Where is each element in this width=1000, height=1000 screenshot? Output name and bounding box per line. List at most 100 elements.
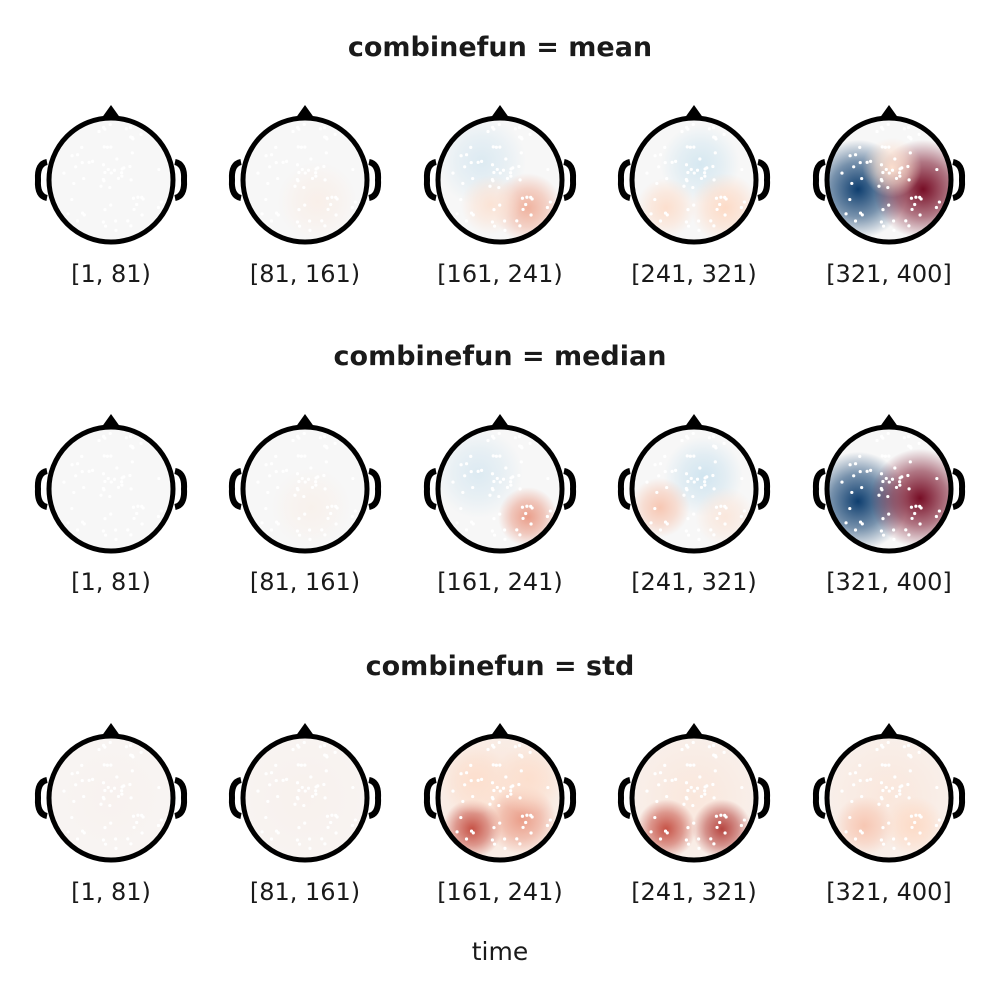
electrode-marker <box>893 157 897 161</box>
electrode-marker <box>130 769 134 773</box>
electrode-marker <box>308 846 312 850</box>
electrode-marker <box>913 511 917 516</box>
electrode-marker <box>132 207 136 212</box>
electrode-marker <box>351 167 355 172</box>
electrode-marker <box>274 469 278 474</box>
electrode-marker <box>256 789 260 793</box>
electrode-marker <box>112 477 117 481</box>
electrode-marker <box>320 528 324 532</box>
electrode-marker <box>299 763 303 767</box>
electrode-marker <box>480 468 484 473</box>
electrode-marker <box>840 480 844 484</box>
right-ear-shape <box>757 777 771 819</box>
electrode-marker <box>692 821 696 825</box>
electrode-marker <box>464 528 469 532</box>
electrode-marker <box>353 200 357 204</box>
electrode-marker <box>712 178 716 182</box>
electrode-marker <box>97 129 101 134</box>
electrode-marker <box>909 137 913 141</box>
electrode-marker <box>934 514 939 519</box>
electrode-marker <box>511 475 515 479</box>
electrode-marker <box>101 795 105 800</box>
electrode-marker <box>492 826 496 830</box>
time-bin-label: [81, 161) <box>250 260 360 288</box>
electrode-marker <box>853 462 858 466</box>
electrode-marker <box>498 821 502 825</box>
left-ear-shape <box>423 159 437 201</box>
head-outline <box>824 115 954 245</box>
electrode-marker <box>469 145 473 149</box>
electrode-marker <box>840 171 844 175</box>
electrode-marker <box>858 145 862 149</box>
electrode-marker <box>334 522 338 526</box>
electrode-marker <box>299 145 303 149</box>
electrode-marker <box>490 529 495 533</box>
electrode-marker <box>515 219 519 223</box>
electrode-marker <box>692 763 696 767</box>
electrode-marker <box>695 168 700 172</box>
nose-shape <box>684 414 704 428</box>
electrode-marker <box>129 753 133 757</box>
electrode-marker <box>157 476 161 481</box>
electrode-marker <box>82 176 86 181</box>
electrode-marker <box>853 528 858 532</box>
electrode-marker <box>129 444 133 448</box>
electrode-marker <box>712 135 716 139</box>
electrode-marker <box>898 483 902 487</box>
electrode-marker <box>109 145 113 149</box>
electrode-marker <box>684 486 688 491</box>
electrode-marker <box>115 157 119 161</box>
left-ear-shape <box>34 777 48 819</box>
electrode-marker <box>881 479 885 484</box>
electrode-marker <box>135 511 139 516</box>
electrode-marker <box>97 747 101 752</box>
electrode-marker <box>129 135 133 139</box>
electrode-marker <box>99 184 103 188</box>
electrode-marker <box>908 769 912 773</box>
electrode-marker <box>505 794 510 799</box>
electrode-marker <box>464 771 469 775</box>
electrode-marker <box>711 743 716 748</box>
time-bin-label: [161, 241) <box>437 260 563 288</box>
electrode-marker <box>103 479 107 484</box>
head-outline <box>435 733 565 863</box>
nose-shape <box>684 105 704 119</box>
electrode-marker <box>455 830 459 834</box>
electrode-marker <box>900 166 904 170</box>
electrode-marker <box>303 821 307 825</box>
electrode-marker <box>883 145 887 149</box>
right-ear-shape <box>952 468 966 510</box>
electrode-marker <box>101 838 106 842</box>
electrode-marker <box>858 469 862 474</box>
right-ear-shape <box>563 468 577 510</box>
electrode-marker <box>699 176 704 181</box>
left-ear-shape <box>228 159 242 201</box>
nose-shape <box>490 723 510 737</box>
left-ear-shape <box>228 468 242 510</box>
electrode-marker <box>524 511 528 516</box>
electrode-marker <box>684 529 689 533</box>
electrode-marker <box>140 522 144 526</box>
electrode-marker <box>663 763 667 767</box>
electrode-marker <box>658 153 663 157</box>
electrode-marker <box>692 789 696 793</box>
electrode-marker <box>501 168 506 172</box>
electrode-marker <box>918 504 922 508</box>
electrode-marker <box>692 480 696 484</box>
electrode-marker <box>131 446 135 450</box>
electrode-marker <box>128 164 132 169</box>
electrode-marker <box>300 167 304 172</box>
electrode-marker <box>890 477 895 481</box>
electrode-marker <box>909 196 914 200</box>
electrode-marker <box>291 129 295 134</box>
nose-shape <box>879 414 899 428</box>
electrode-marker <box>860 176 864 181</box>
electrode-marker <box>517 434 522 439</box>
electrode-marker <box>70 815 74 820</box>
electrode-marker <box>303 789 307 793</box>
electrode-marker <box>329 820 333 825</box>
electrode-marker <box>101 743 106 747</box>
electrode-marker <box>62 171 66 175</box>
electrode-marker <box>887 203 891 207</box>
